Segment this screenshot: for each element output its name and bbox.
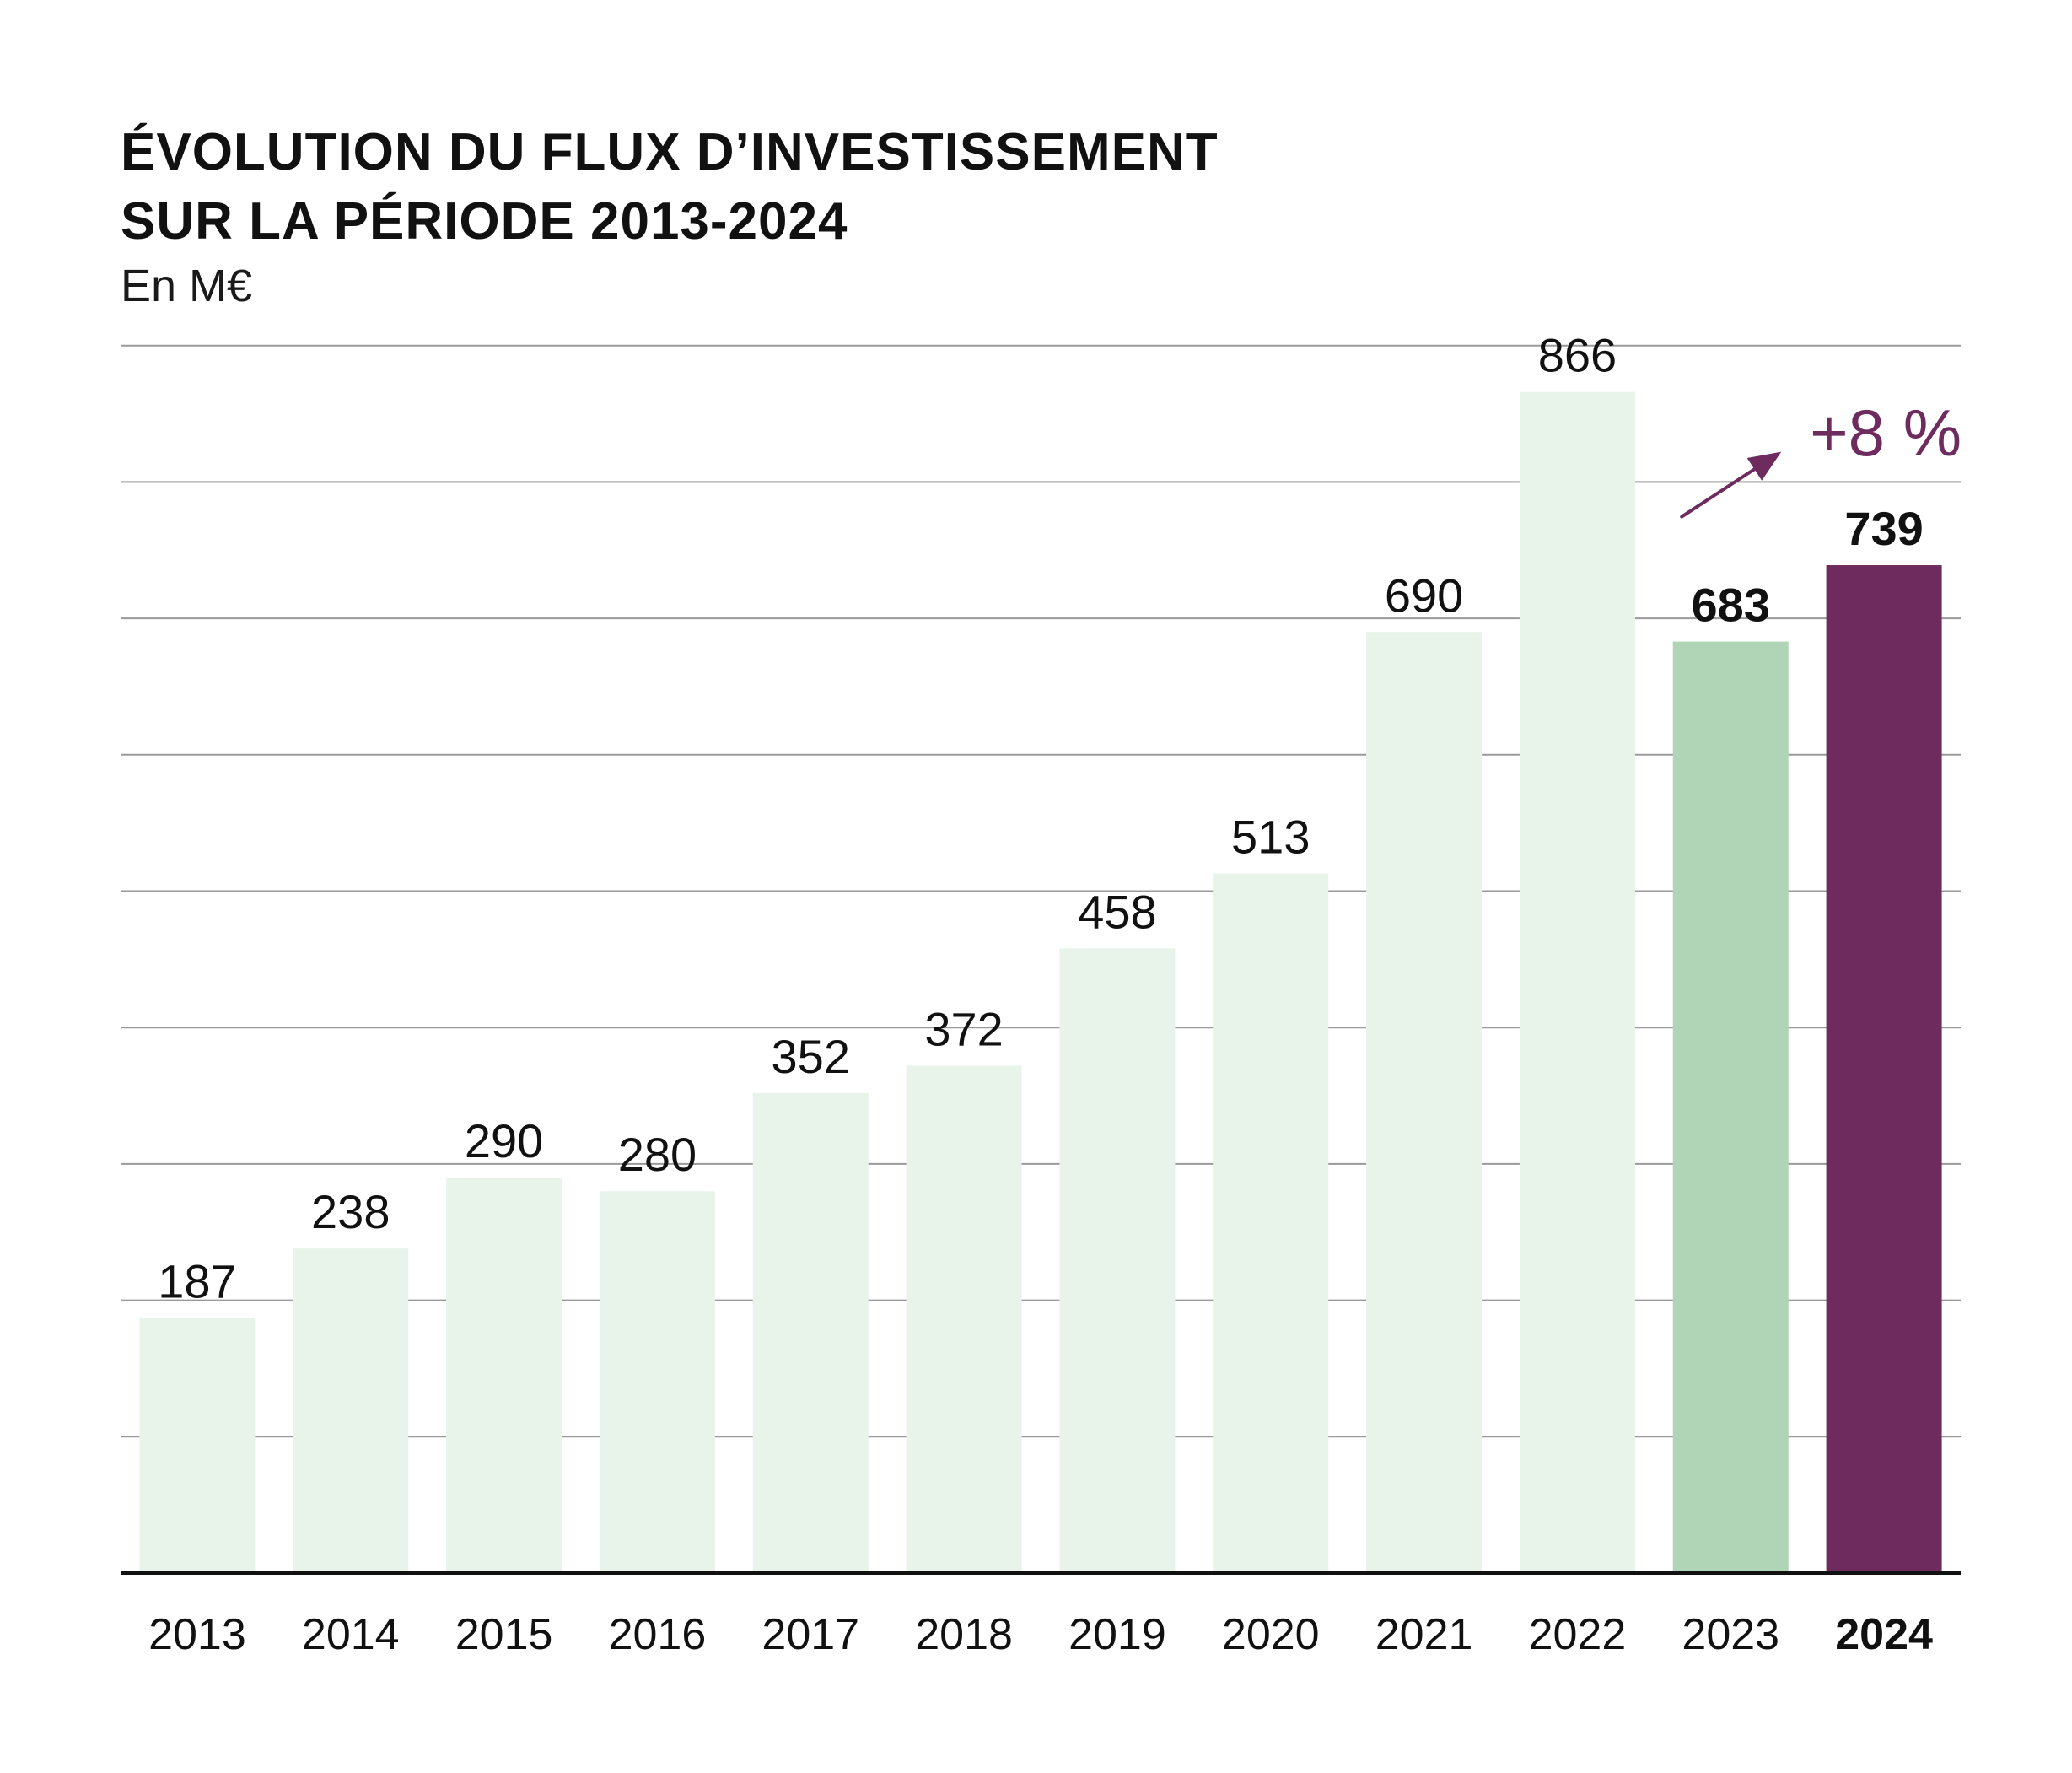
value-label-2022: 866 [1538, 329, 1617, 382]
value-label-2015: 290 [465, 1114, 543, 1167]
category-label-2023: 2023 [1682, 1610, 1779, 1659]
growth-annotation: +8 % [1810, 396, 1962, 470]
category-label-2022: 2022 [1529, 1610, 1627, 1659]
chart-title-line-1: ÉVOLUTION DU FLUX D’INVESTISSEMENT [121, 123, 1219, 181]
category-label-2016: 2016 [609, 1610, 707, 1659]
chart-unit-label: En M€ [121, 261, 253, 311]
category-label-2014: 2014 [302, 1610, 400, 1659]
category-label-2015: 2015 [455, 1610, 553, 1659]
bar-2024 [1826, 565, 1942, 1573]
growth-arrow-head [1746, 451, 1782, 481]
value-label-2018: 372 [924, 1002, 1003, 1055]
bar-2016 [599, 1191, 715, 1573]
value-label-2014: 238 [311, 1185, 390, 1238]
bar-2023 [1672, 641, 1789, 1573]
value-label-2016: 280 [618, 1128, 697, 1181]
category-label-2020: 2020 [1222, 1610, 1320, 1659]
chart-title-line-2: SUR LA PÉRIODE 2013-2024 [121, 192, 848, 251]
chart-title: ÉVOLUTION DU FLUX D’INVESTISSEMENT SUR L… [121, 118, 1219, 256]
category-label-2013: 2013 [148, 1610, 246, 1659]
value-label-2020: 513 [1231, 810, 1310, 863]
value-label-2017: 352 [772, 1030, 850, 1083]
category-label-2021: 2021 [1375, 1610, 1473, 1659]
value-label-2024: 739 [1844, 502, 1923, 555]
category-label-2018: 2018 [915, 1610, 1013, 1659]
value-label-2013: 187 [158, 1255, 236, 1308]
bar-2015 [446, 1178, 562, 1573]
bar-2018 [906, 1065, 1022, 1573]
value-label-2019: 458 [1078, 885, 1156, 938]
bar-2020 [1213, 873, 1329, 1573]
value-label-2023: 683 [1692, 579, 1770, 632]
category-label-2017: 2017 [762, 1610, 859, 1659]
bar-2021 [1366, 632, 1483, 1573]
bar-2013 [139, 1318, 256, 1573]
category-label-2019: 2019 [1068, 1610, 1166, 1659]
bar-2014 [293, 1248, 409, 1573]
bar-2017 [752, 1092, 869, 1573]
bar-2019 [1059, 948, 1176, 1573]
category-label-2024: 2024 [1835, 1610, 1933, 1659]
bar-2022 [1519, 391, 1635, 1574]
value-label-2021: 690 [1385, 569, 1463, 622]
